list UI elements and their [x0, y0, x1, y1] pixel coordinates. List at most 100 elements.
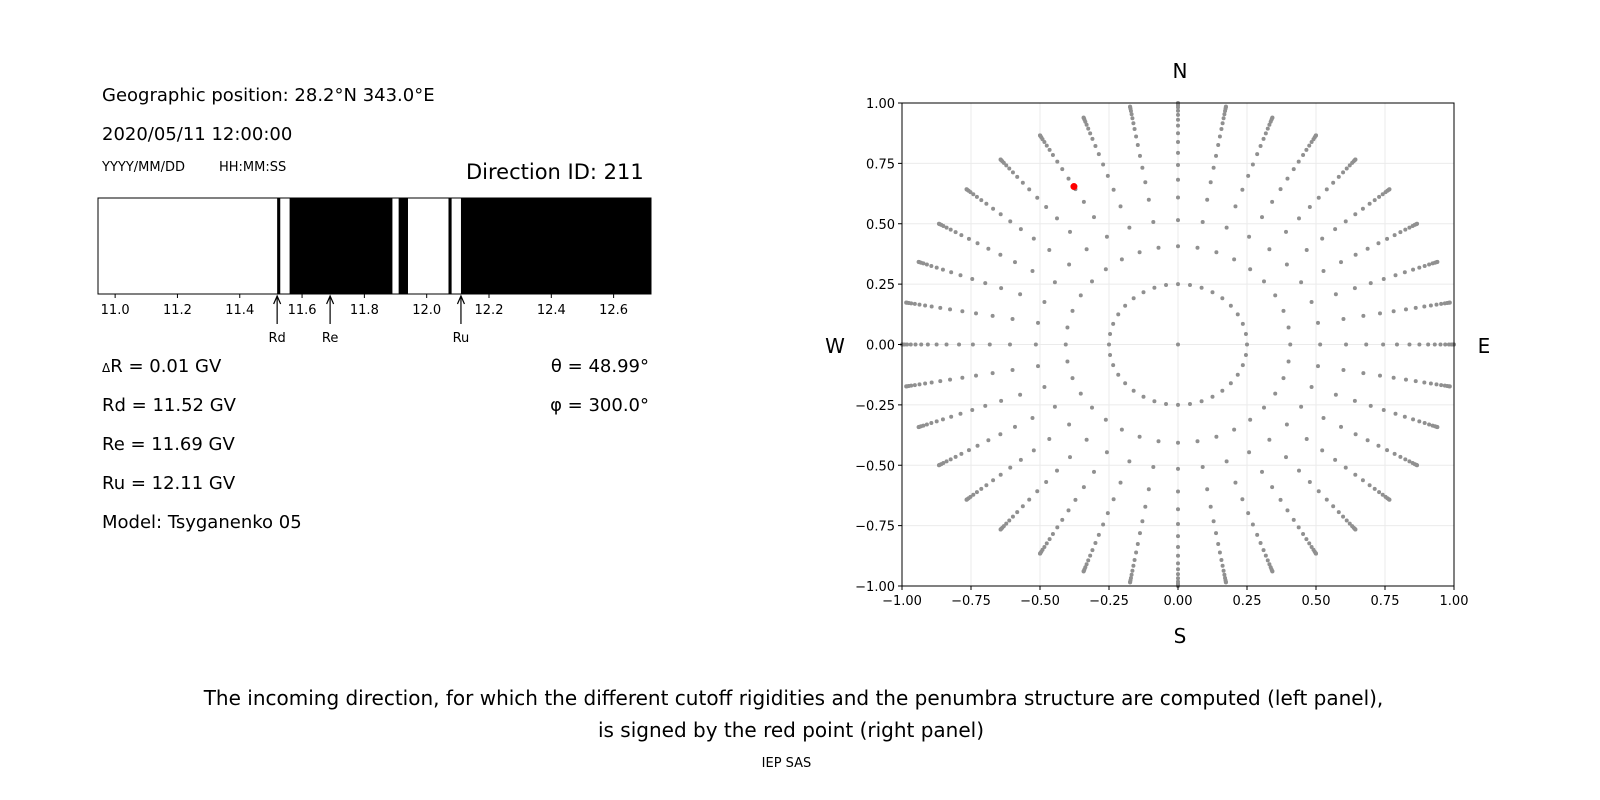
grid-point [1380, 492, 1385, 497]
grid-point [1288, 342, 1293, 347]
grid-point [1152, 399, 1157, 404]
grid-point [1387, 187, 1392, 192]
grid-point [1265, 126, 1270, 131]
grid-point [1361, 313, 1366, 318]
compass-north: N [1173, 59, 1188, 83]
grid-point [1267, 247, 1272, 252]
grid-point [960, 375, 965, 380]
grid-point [1411, 417, 1416, 422]
grid-point [1447, 384, 1452, 389]
grid-point [1164, 283, 1169, 288]
x-tick-label: 11.6 [288, 303, 317, 318]
grid-point [1176, 521, 1180, 526]
grid-point [1385, 236, 1390, 241]
grid-point [974, 373, 979, 378]
grid-point [1208, 504, 1213, 509]
x-tick-label: 11.8 [350, 303, 379, 318]
grid-point [1309, 299, 1314, 304]
grid-point [1176, 218, 1180, 223]
grid-point [1443, 342, 1448, 347]
grid-point [1199, 399, 1204, 404]
grid-point [957, 342, 962, 347]
grid-point [1116, 372, 1121, 377]
grid-point [1304, 248, 1309, 253]
grid-point [1042, 140, 1047, 145]
y-tick-label: −1.00 [855, 580, 895, 595]
grid-point [1232, 257, 1237, 262]
x-tick-label: −0.25 [1089, 594, 1129, 609]
grid-point [1333, 392, 1338, 397]
direction-id: Direction ID: 211 [466, 160, 644, 184]
grid-point [1316, 195, 1321, 200]
grid-point [1090, 279, 1095, 284]
grid-point [1246, 173, 1251, 178]
grid-point [1176, 466, 1180, 471]
grid-point [983, 403, 988, 408]
y-tick-label: 0.50 [866, 218, 895, 233]
grid-point [1103, 417, 1108, 422]
grid-point [1353, 472, 1358, 477]
penumbra-frame [97, 197, 652, 295]
grid-point [1434, 382, 1439, 387]
grid-point [1129, 572, 1134, 577]
grid-point [1434, 302, 1439, 307]
grid-point [999, 286, 1004, 291]
grid-point [917, 382, 922, 387]
grid-point [1101, 162, 1106, 167]
grid-point [1200, 464, 1205, 469]
grid-point [1331, 504, 1336, 509]
grid-point [1377, 373, 1382, 378]
x-tick-label: 11.0 [101, 303, 130, 318]
grid-point [919, 342, 924, 347]
grid-point [1223, 580, 1228, 585]
grid-point [1224, 459, 1229, 464]
grid-point [1067, 262, 1072, 267]
grid-point [1296, 216, 1301, 221]
grid-point [916, 259, 921, 264]
grid-point [1176, 177, 1180, 182]
grid-point [1353, 527, 1358, 532]
grid-point [936, 463, 941, 468]
grid-point [917, 302, 922, 307]
grid-point [1176, 561, 1180, 566]
grid-point [1119, 257, 1124, 262]
grid-point [1296, 468, 1301, 473]
grid-point [934, 419, 939, 424]
x-tick-label: −0.50 [1020, 594, 1060, 609]
delta-r-value: ΔR = 0.01 GV [102, 356, 221, 377]
grid-point [1417, 419, 1422, 424]
grid-point [1055, 525, 1060, 530]
grid-point [1111, 497, 1116, 502]
grid-point [1220, 296, 1225, 301]
grid-point [1132, 126, 1137, 131]
grid-point [1221, 116, 1226, 121]
grid-point [1015, 174, 1020, 179]
grid-point [1195, 245, 1200, 250]
grid-point [1068, 229, 1072, 234]
grid-point [1284, 262, 1289, 267]
grid-point [1314, 133, 1318, 138]
grid-point [1428, 303, 1433, 308]
grid-point [1020, 504, 1025, 509]
grid-point [1008, 465, 1013, 470]
grid-point [958, 273, 963, 278]
grid-point [1020, 180, 1025, 185]
grid-point [1137, 153, 1142, 158]
grid-point [934, 342, 939, 347]
grid-point [1205, 487, 1210, 492]
grid-point [1127, 459, 1132, 464]
compass-east: E [1478, 334, 1491, 358]
grid-point [990, 313, 995, 318]
grid-point [964, 187, 969, 192]
grid-point [1010, 368, 1015, 373]
grid-point [929, 263, 934, 268]
grid-point [959, 233, 964, 238]
grid-point [1248, 417, 1253, 422]
grid-point [948, 457, 953, 462]
grid-point [1066, 508, 1071, 513]
grid-point [1199, 285, 1204, 290]
grid-point [1417, 265, 1422, 270]
grid-point [1224, 225, 1229, 230]
grid-point [1205, 197, 1210, 202]
